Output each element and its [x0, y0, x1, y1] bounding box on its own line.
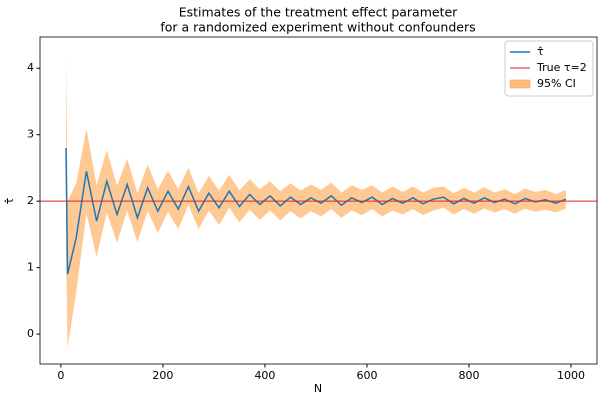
x-axis-label: N — [314, 382, 322, 395]
estimate-line — [65, 147, 567, 275]
y-tick-label: 3 — [27, 128, 34, 141]
x-tick-label: 400 — [254, 369, 275, 382]
y-tick-label: 1 — [27, 261, 34, 274]
chart-subtitle: for a randomized experiment without conf… — [160, 20, 475, 35]
x-tick-label: 1000 — [557, 369, 585, 382]
x-tick-label: 600 — [356, 369, 377, 382]
x-tick-label: 800 — [458, 369, 479, 382]
chart-title: Estimates of the treatment effect parame… — [179, 5, 458, 20]
y-tick-label: 0 — [27, 327, 34, 340]
legend-label: τ̂ — [537, 45, 544, 58]
y-axis-label: τ̂ — [3, 197, 16, 204]
legend-label: True τ=2 — [536, 61, 587, 74]
legend-swatch — [509, 79, 531, 89]
y-tick-label: 2 — [27, 194, 34, 207]
x-tick-label: 0 — [57, 369, 64, 382]
x-tick-label: 200 — [152, 369, 173, 382]
y-tick-label: 4 — [27, 61, 34, 74]
plot-frame — [39, 36, 598, 365]
legend-label: 95% CI — [537, 77, 576, 90]
